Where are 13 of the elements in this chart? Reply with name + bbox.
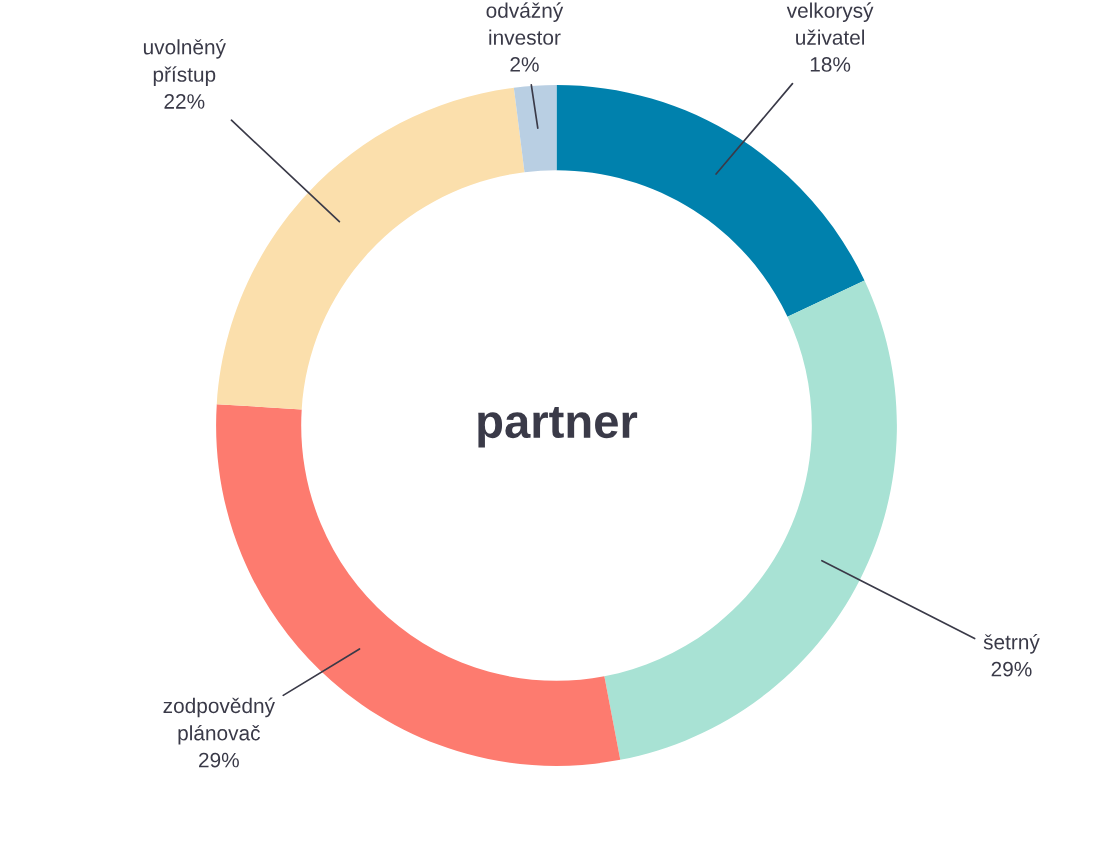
slice-label: velkorysý uživatel: [786, 2, 874, 45]
slice-label: odvážný investor: [486, 2, 564, 45]
donut-slice: [556, 85, 865, 317]
data-label: 18%: [810, 57, 851, 72]
data-label: 29%: [991, 661, 1032, 677]
slice-label: zodpovědný plánovač: [163, 697, 275, 745]
data-label: 29%: [199, 752, 239, 768]
donut-slice: [513, 85, 557, 173]
slice-label: šetrný: [983, 633, 1040, 654]
slice-label: uvolněný přístup: [143, 38, 226, 86]
data-label: 22%: [164, 94, 205, 109]
data-label: 2%: [510, 57, 539, 72]
text: partner: [478, 406, 638, 448]
